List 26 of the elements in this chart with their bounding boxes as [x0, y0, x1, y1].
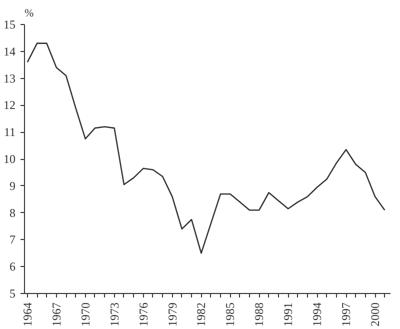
y-tick-label: 12	[4, 98, 16, 112]
x-tick-label: 1991	[281, 302, 296, 326]
x-tick-label: 1994	[310, 302, 324, 326]
x-tick-label: 1988	[252, 302, 266, 326]
y-tick-label: 10	[4, 152, 16, 166]
y-tick-label: 7	[10, 232, 16, 247]
x-tick-label: 1964	[20, 302, 34, 326]
x-tick-label: 1982	[194, 302, 208, 326]
y-tick-label: 5	[10, 286, 16, 300]
y-tick-label: 13	[4, 71, 16, 86]
y-tick-label: 6	[10, 260, 16, 274]
y-tick-label: 11	[4, 125, 16, 140]
x-tick-label: 1976	[136, 302, 150, 326]
y-axis-title: %	[24, 8, 34, 20]
y-tick-label: 8	[10, 206, 16, 220]
x-tick-label: 1967	[49, 302, 64, 326]
x-tick-label: 2000	[368, 302, 382, 326]
line-series	[26, 42, 386, 254]
y-tick-label: 14	[4, 44, 16, 58]
x-tick-label: 1997	[339, 302, 354, 326]
x-tick-label: 1973	[107, 302, 122, 326]
x-tick-label: 1979	[165, 302, 180, 326]
y-tick-label: 9	[10, 178, 16, 193]
y-tick-label: 15	[4, 18, 16, 32]
x-tick-label: 1970	[78, 302, 92, 326]
x-tick-label: 1985	[223, 302, 238, 326]
